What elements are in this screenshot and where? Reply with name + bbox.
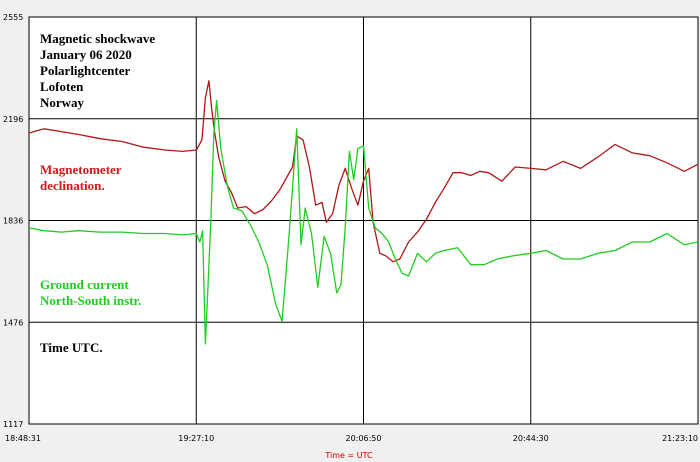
title-line: Polarlightcenter [40,63,131,78]
y-tick-label: 1836 [3,217,23,226]
x-tick-label: 20:06:50 [346,434,382,443]
magnetometer-label-line: declination. [40,178,105,193]
x-tick-label: 19:27:10 [178,434,214,443]
y-tick-label: 2196 [3,115,23,124]
ground_current-series-line [28,99,699,345]
ground-current-label-line: North-South instr. [40,293,142,308]
x-tick-labels: 18:48:31 19:27:10 20:06:50 20:44:30 21:23:10 [5,434,698,443]
magnetometer-label-line: Magnetometer [40,162,122,177]
ground-current-annotation: Ground current North-South instr. [40,277,141,309]
magnetometer-annotation: Magnetometer declination. [40,162,122,194]
time-note: Time UTC. [40,340,103,355]
y-tick-label: 1476 [3,318,23,327]
magnetometer-series-line [28,80,699,263]
title-annotation: Magnetic shockwave January 06 2020 Polar… [40,31,155,111]
title-line: Magnetic shockwave [40,31,156,46]
x-tick-label: 20:44:30 [513,434,549,443]
title-line: January 06 2020 [40,47,132,62]
y-tick-label: 2555 [3,13,23,22]
x-tick-label: 18:48:31 [5,434,41,443]
y-tick-label: 1117 [3,420,23,429]
title-line: Lofoten [40,79,84,94]
y-tick-labels: 2555 2196 1836 1476 1117 [3,13,23,429]
ground-current-label-line: Ground current [40,277,129,292]
title-line: Norway [40,95,85,110]
x-tick-label: 21:23:10 [662,434,698,443]
x-axis-label: Time = UTC [324,451,373,460]
series-layer [28,80,699,345]
grid-lines [29,17,698,424]
